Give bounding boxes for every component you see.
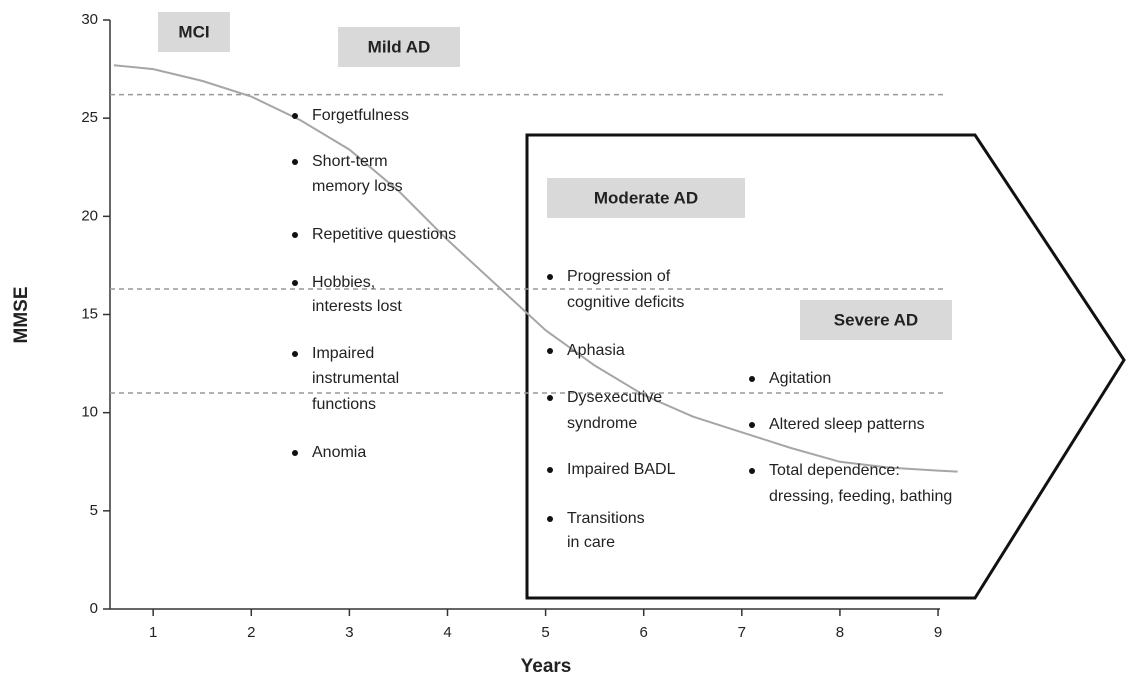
bullet [749, 376, 755, 382]
annotation-text: Transitions [567, 510, 645, 527]
annotation-text: syndrome [567, 415, 637, 432]
stage-box [158, 12, 230, 52]
annotation-text: functions [312, 396, 376, 413]
y-tick-label: 5 [90, 502, 98, 519]
annotation-text: memory loss [312, 178, 403, 195]
bullet [292, 159, 298, 165]
annotation-text: Altered sleep patterns [769, 416, 925, 433]
bullet [292, 113, 298, 119]
annotation-text: Repetitive questions [312, 226, 456, 243]
stage-box [338, 27, 460, 67]
annotation-text: Short-term [312, 153, 388, 170]
y-tick-label: 15 [81, 305, 98, 322]
stage-box [547, 178, 745, 218]
stage-label: MCI [178, 22, 209, 41]
x-tick-label: 7 [738, 624, 746, 641]
bullet [547, 348, 553, 354]
annotation-text: Dysexecutive [567, 389, 662, 406]
y-tick-label: 0 [90, 600, 98, 617]
annotation-text: interests lost [312, 298, 402, 315]
y-tick-label: 10 [81, 404, 98, 421]
x-tick-label: 1 [149, 624, 157, 641]
bullet [547, 467, 553, 473]
bullet [749, 422, 755, 428]
annotation-text: dressing, feeding, bathing [769, 488, 952, 505]
annotation-text: Anomia [312, 444, 366, 461]
stage-label: Severe AD [834, 310, 918, 329]
x-tick-label: 4 [443, 624, 451, 641]
severity-arrow [525, 133, 1126, 600]
stage-box [800, 300, 952, 340]
bullet [292, 280, 298, 286]
annotation-text: Hobbies, [312, 274, 375, 291]
y-tick-label: 20 [81, 207, 98, 224]
annotation-text: in care [567, 534, 615, 551]
annotation-text: Impaired BADL [567, 461, 676, 478]
x-tick-label: 5 [541, 624, 549, 641]
stage-label: Mild AD [368, 37, 431, 56]
annotation-text: Progression of [567, 268, 671, 285]
bullet [292, 351, 298, 357]
bullet [292, 232, 298, 238]
x-tick-label: 8 [836, 624, 844, 641]
bullet [547, 395, 553, 401]
annotation-text: Impaired [312, 345, 374, 362]
y-tick-label: 30 [81, 11, 98, 28]
mmse-curve [113, 64, 958, 473]
y-tick-label: 25 [81, 109, 98, 126]
bullet [547, 274, 553, 280]
bullet [292, 450, 298, 456]
x-tick-label: 2 [247, 624, 255, 641]
x-tick-label: 9 [934, 624, 942, 641]
annotation-text: Total dependence: [769, 462, 900, 479]
stage-label: Moderate AD [594, 188, 698, 207]
annotation-text: Forgetfulness [312, 107, 409, 124]
x-axis-title: Years [521, 656, 572, 677]
annotation-text: instrumental [312, 370, 399, 387]
y-axis-title: MMSE [11, 287, 32, 344]
bullet [749, 468, 755, 474]
annotation-text: Aphasia [567, 342, 625, 359]
x-tick-label: 6 [640, 624, 648, 641]
annotation-text: Agitation [769, 370, 831, 387]
x-tick-label: 3 [345, 624, 353, 641]
annotation-text: cognitive deficits [567, 294, 684, 311]
bullet [547, 516, 553, 522]
